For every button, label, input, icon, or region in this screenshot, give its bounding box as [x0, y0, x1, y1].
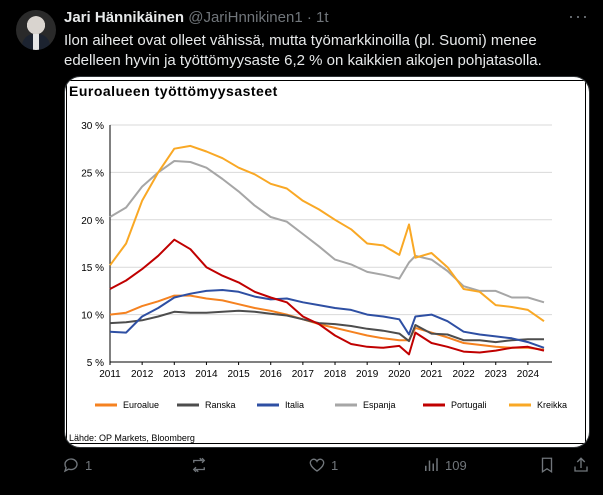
x-tick-label: 2022	[452, 369, 475, 380]
legend-label: Italia	[285, 400, 304, 410]
y-tick-label: 20 %	[81, 216, 104, 227]
x-tick-label: 2018	[324, 369, 347, 380]
x-tick-label: 2011	[99, 369, 121, 380]
legend-label: Espanja	[363, 400, 396, 410]
like-button[interactable]: 1	[308, 456, 338, 474]
series-line-ranska	[109, 309, 544, 344]
x-tick-label: 2020	[388, 369, 411, 380]
legend-label: Ranska	[205, 400, 236, 410]
chart-image: Euroalueen työttömyysasteet Lähde: OP Ma…	[65, 77, 589, 447]
avatar[interactable]	[16, 10, 56, 50]
tweet-header: Jari Hännikäinen @JariHnnikinen1 · 1t	[64, 8, 329, 28]
series-line-kreikka	[109, 144, 545, 323]
legend-label: Portugali	[451, 400, 487, 410]
x-tick-label: 2016	[260, 369, 283, 380]
tweet-time[interactable]: 1t	[316, 9, 329, 26]
views-icon	[425, 458, 438, 471]
x-tick-label: 2017	[292, 369, 315, 380]
x-tick-label: 2023	[485, 369, 508, 380]
chart-title: Euroalueen työttömyysasteet	[69, 83, 278, 99]
bookmark-button[interactable]	[538, 456, 556, 474]
x-tick-label: 2014	[195, 369, 218, 380]
heart-icon	[309, 458, 325, 472]
share-button[interactable]	[572, 456, 590, 474]
reply-icon	[63, 458, 78, 473]
line-chart: 30 % 25 % 20 % 15 % 10 % 5 %2011 2012 2013 2014 2…	[81, 121, 567, 410]
share-icon	[574, 457, 588, 472]
repost-button[interactable]	[190, 456, 213, 474]
legend-label: Kreikka	[537, 400, 567, 410]
tweet-actions: 1 1 109	[60, 456, 600, 480]
reply-button[interactable]: 1	[62, 456, 92, 474]
more-options-icon[interactable]: ···	[568, 6, 589, 26]
tweet-text: Ilon aiheet ovat olleet vähissä, mutta t…	[64, 32, 542, 69]
bookmark-icon	[541, 457, 553, 474]
tweet-media[interactable]: Euroalueen työttömyysasteet Lähde: OP Ma…	[64, 76, 590, 448]
series-line-espanja	[109, 160, 545, 304]
y-tick-label: 30 %	[81, 121, 104, 132]
views-count: 109	[445, 457, 467, 473]
repost-icon	[192, 457, 206, 473]
y-tick-label: 10 %	[81, 311, 104, 322]
x-tick-label: 2013	[163, 369, 186, 380]
x-tick-label: 2024	[517, 369, 540, 380]
author-handle[interactable]: @JariHnnikinen1	[188, 9, 303, 26]
chart-frame: Euroalueen työttömyysasteet Lähde: OP Ma…	[66, 80, 586, 444]
chart-source: Lähde: OP Markets, Bloomberg	[69, 433, 195, 443]
series-line-portugali	[109, 238, 545, 356]
y-tick-label: 5 %	[87, 358, 104, 369]
reply-count: 1	[85, 457, 93, 473]
y-tick-label: 25 %	[81, 168, 104, 179]
x-tick-label: 2019	[356, 369, 379, 380]
series-line-italia	[109, 289, 545, 349]
views-button[interactable]: 109	[422, 456, 467, 474]
like-count: 1	[331, 457, 339, 473]
avatar-shirt	[33, 34, 39, 50]
x-tick-label: 2015	[227, 369, 250, 380]
legend-label: Euroalue	[123, 400, 159, 410]
author-name[interactable]: Jari Hännikäinen	[64, 9, 185, 26]
separator-dot: ·	[306, 9, 312, 26]
y-tick-label: 15 %	[81, 263, 104, 274]
x-tick-label: 2021	[420, 369, 443, 380]
x-tick-label: 2012	[131, 369, 154, 380]
